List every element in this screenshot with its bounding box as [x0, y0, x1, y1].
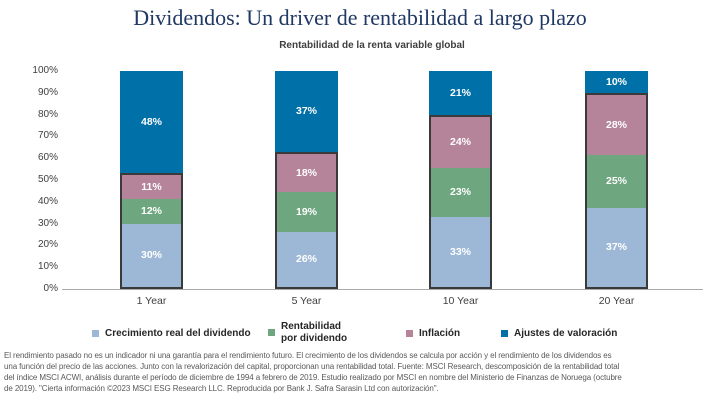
footnote-line: del índice MSCI ACWI, análisis durante e… [4, 373, 622, 382]
outlined-segment-group: 28% 25% 37% [585, 92, 648, 289]
y-axis-tick-label: 10% [37, 261, 58, 273]
segment-value-label: 30% [140, 249, 162, 262]
outlined-segment-group: 11% 12% 30% [120, 173, 183, 289]
y-axis-tick-label: 80% [37, 108, 58, 120]
segment-rentabilidad-por-dividendo: 19% [277, 191, 336, 232]
segment-ajustes-de-valoración: 48% [120, 71, 183, 174]
segment-value-label: 37% [295, 105, 317, 118]
segment-value-label: 21% [449, 86, 471, 99]
segment-value-label: 25% [605, 175, 627, 188]
y-axis-tick-label: 50% [37, 174, 58, 185]
segment-value-label: 24% [449, 136, 471, 149]
segment-value-label: 11% [141, 181, 162, 194]
segment-ajustes-de-valoración: 10% [585, 71, 648, 93]
legend-item: Inflación [406, 328, 460, 340]
segment-value-label: 26% [295, 253, 317, 266]
legend-item: Crecimiento real del dividendo [92, 328, 251, 340]
category-label: 5 Year [291, 295, 322, 307]
y-axis-tick-label: 90% [37, 86, 58, 98]
legend-item: Rentabilidad por dividendo [268, 321, 349, 344]
x-axis-line [62, 289, 703, 290]
legend-swatch [406, 330, 413, 338]
segment-crecimiento-real-del-dividendo: 33% [431, 216, 490, 287]
outlined-segment-group: 18% 19% 26% [275, 151, 338, 289]
footnote-line: una función del precio de las acciones. … [4, 362, 620, 371]
segment-value-label: 37% [605, 241, 627, 254]
footnote-line: El rendimiento pasado no es un indicador… [4, 351, 612, 360]
legend-swatch [501, 330, 508, 338]
stacked-bar: 21% 24% 23% 33% [429, 71, 492, 289]
legend-swatch [92, 330, 99, 338]
legend-label: Crecimiento real del dividendo [105, 328, 251, 339]
chart-title: Rentabilidad de la renta variable global [279, 40, 465, 51]
segment-value-label: 23% [449, 186, 471, 199]
segment-value-label: 18% [295, 166, 317, 179]
segment-rentabilidad-por-dividendo: 25% [587, 154, 646, 208]
segment-value-label: 28% [605, 118, 627, 131]
segment-ajustes-de-valoración: 37% [275, 71, 338, 152]
segment-inflación: 11% [122, 175, 181, 199]
y-axis-tick-label: 60% [37, 152, 58, 164]
stacked-bar: 48% 11% 12% 30% [120, 71, 183, 289]
segment-value-label: 10% [605, 75, 627, 88]
y-axis-tick-label: 30% [37, 217, 58, 229]
category-label: 10 Year [442, 295, 479, 307]
segment-rentabilidad-por-dividendo: 12% [122, 198, 181, 224]
category-label: 1 Year [136, 295, 167, 307]
segment-rentabilidad-por-dividendo: 23% [431, 167, 490, 217]
stacked-bar: 10% 28% 25% 37% [585, 71, 648, 289]
legend-item: Ajustes de valoración [501, 328, 617, 340]
y-axis-tick-label: 70% [37, 130, 58, 142]
segment-crecimiento-real-del-dividendo: 37% [587, 207, 646, 287]
segment-value-label: 12% [140, 205, 162, 218]
legend-swatch [268, 329, 275, 336]
segment-inflación: 24% [431, 116, 490, 168]
segment-inflación: 18% [277, 153, 336, 192]
outlined-segment-group: 24% 23% 33% [429, 114, 492, 289]
legend-label: Inflación [419, 328, 461, 339]
y-axis-tick-label: 100% [32, 65, 58, 76]
category-label: 20 Year [598, 295, 635, 307]
segment-value-label: 33% [449, 245, 471, 258]
segment-value-label: 19% [295, 205, 317, 218]
segment-crecimiento-real-del-dividendo: 26% [277, 231, 336, 287]
segment-crecimiento-real-del-dividendo: 30% [122, 223, 181, 287]
footnote-line: de 2019). "Cierta información ©2023 MSCI… [4, 384, 439, 393]
segment-inflación: 28% [587, 94, 646, 155]
segment-value-label: 48% [140, 116, 162, 129]
stacked-bar: 37% 18% 19% 26% [275, 71, 338, 289]
legend-label: Rentabilidad por dividendo [281, 321, 348, 344]
page-title: Dividendos: Un driver de rentabilidad a … [133, 5, 587, 30]
footnote: El rendimiento pasado no es un indicador… [4, 350, 717, 394]
segment-ajustes-de-valoración: 21% [429, 71, 492, 115]
y-axis-tick-label: 0% [43, 283, 58, 294]
y-axis-tick-label: 40% [37, 195, 58, 207]
legend-label: Ajustes de valoración [514, 328, 618, 339]
y-axis-tick-label: 20% [37, 239, 58, 251]
